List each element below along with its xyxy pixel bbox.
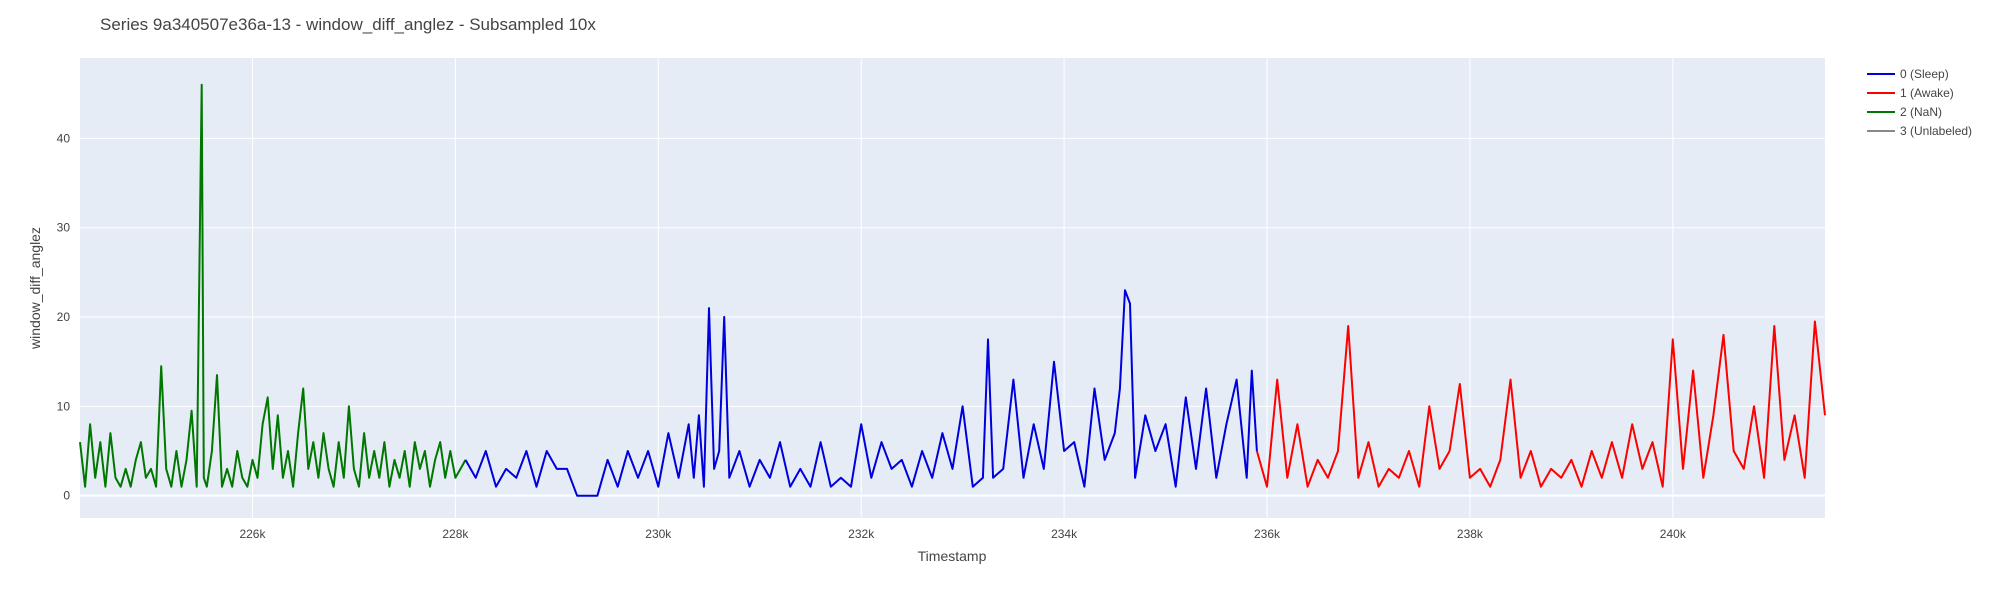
chart-title: Series 9a340507e36a-13 - window_diff_ang…	[100, 15, 596, 34]
y-tick-label: 10	[57, 399, 71, 413]
x-axis-title: Timestamp	[918, 548, 987, 564]
y-tick-label: 30	[57, 221, 71, 235]
legend-item[interactable]: 2 (NaN)	[1867, 105, 1942, 119]
legend[interactable]: 0 (Sleep) 1 (Awake) 2 (NaN) 3 (Unlabeled)	[1867, 67, 1972, 138]
x-tick-label: 228k	[442, 527, 469, 541]
legend-label: 1 (Awake)	[1900, 86, 1954, 100]
x-tick-label: 238k	[1457, 527, 1484, 541]
x-tick-label: 234k	[1051, 527, 1078, 541]
series-line	[79, 83, 467, 488]
x-tick-label: 230k	[645, 527, 672, 541]
x-tick-label: 232k	[848, 527, 875, 541]
y-tick-label: 20	[57, 310, 71, 324]
legend-item[interactable]: 0 (Sleep)	[1867, 67, 1949, 81]
x-tick-label: 240k	[1660, 527, 1687, 541]
data-series	[79, 83, 1826, 497]
plot-area	[80, 58, 1825, 518]
series-line	[464, 289, 1258, 497]
x-tick-label: 236k	[1254, 527, 1281, 541]
legend-item[interactable]: 3 (Unlabeled)	[1867, 124, 1972, 138]
legend-label: 0 (Sleep)	[1900, 67, 1949, 81]
legend-label: 3 (Unlabeled)	[1900, 124, 1972, 138]
tick-labels: 226k 228k 230k 232k 234k 236k 238k 240k 0 10 20 30 4…	[57, 131, 1687, 541]
legend-item[interactable]: 1 (Awake)	[1867, 86, 1954, 100]
series-line	[1255, 320, 1826, 488]
grid-lines	[80, 58, 1825, 518]
y-axis-title: window_diff_anglez	[27, 227, 43, 350]
legend-label: 2 (NaN)	[1900, 105, 1942, 119]
x-tick-label: 226k	[239, 527, 266, 541]
y-tick-label: 40	[57, 131, 71, 145]
y-tick-label: 0	[63, 489, 70, 503]
